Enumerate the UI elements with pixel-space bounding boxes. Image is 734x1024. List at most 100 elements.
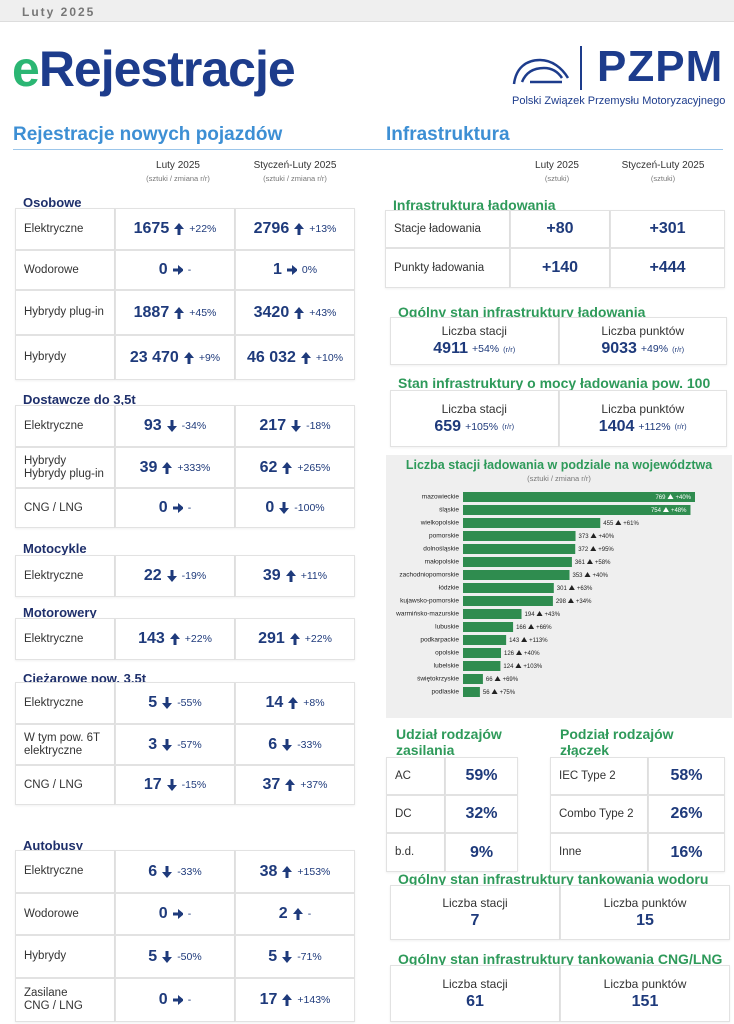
category-label: lubuskie xyxy=(435,624,459,631)
value: 7 xyxy=(470,911,480,929)
change: - xyxy=(307,908,312,920)
trend-arrow-shape xyxy=(169,633,180,645)
value-cell: 5 -71% xyxy=(235,935,355,978)
change: -50% xyxy=(177,950,202,963)
value: 659 xyxy=(434,417,462,435)
change: - xyxy=(187,994,192,1006)
section-title: Dostawcze do 3,5t xyxy=(23,392,136,407)
row-label: Inne xyxy=(550,833,648,872)
trend-arrow xyxy=(285,779,296,791)
top-bar xyxy=(0,0,734,22)
item-label: Liczba punktów xyxy=(601,324,685,338)
bar-value: 373 xyxy=(579,534,590,540)
value: 62 xyxy=(259,458,278,476)
bar-value: 298 xyxy=(556,599,567,605)
value: 0 xyxy=(158,499,168,516)
trend-arrow-shape xyxy=(174,223,185,235)
value-cell: 0- xyxy=(115,250,235,290)
value-cell: 0- xyxy=(115,893,235,935)
bar xyxy=(463,492,695,502)
org-name: Polski Związek Przemysłu Motoryzacyjnego xyxy=(512,95,726,107)
trend-arrow-shape xyxy=(162,865,173,878)
bar-value: 143 xyxy=(509,638,520,644)
item-value-line: 61 xyxy=(466,993,484,1011)
trend-arrow xyxy=(282,950,293,963)
trend-arrow-shape xyxy=(162,738,173,751)
change: - xyxy=(187,502,192,514)
trend-arrow xyxy=(292,908,303,920)
trend-arrow-shape xyxy=(174,306,185,319)
column-unit: (sztuki / zmiana r/r) xyxy=(146,174,210,183)
row-label: b.d. xyxy=(386,833,445,872)
value-cell: 23 470 +9% xyxy=(115,335,235,380)
bar xyxy=(463,531,576,541)
item-value-line: 15 xyxy=(636,912,654,930)
bar-up-triangle xyxy=(667,494,674,499)
value-cell: 59% xyxy=(445,757,518,795)
trend-arrow-shape xyxy=(282,950,293,963)
trend-arrow xyxy=(162,950,173,963)
item-value-line: 7 xyxy=(471,912,480,930)
value: 151 xyxy=(631,992,659,1010)
bar-change: +40% xyxy=(524,651,540,657)
trend-arrow xyxy=(166,420,177,432)
value-cell: 39 +333% xyxy=(115,447,235,488)
change: +9% xyxy=(198,351,221,364)
row-label: W tym pow. 6T elektryczne xyxy=(15,724,115,765)
trend-arrow xyxy=(183,351,194,364)
row-label: Elektryczne xyxy=(15,555,115,597)
value: 93 xyxy=(143,417,162,434)
value-cell: 6 -33% xyxy=(115,850,235,893)
note: (r/r) xyxy=(503,344,516,354)
value: +444 xyxy=(649,259,686,276)
value: 14 xyxy=(265,694,284,711)
trend-arrow xyxy=(282,461,293,474)
value: 22 xyxy=(143,567,162,584)
category-label: pomorskie xyxy=(429,533,459,540)
category-label: małopolskie xyxy=(425,559,460,566)
org-icon xyxy=(512,58,570,85)
trend-arrow-shape xyxy=(282,461,293,474)
bar-change: +40% xyxy=(593,573,609,579)
change: -33% xyxy=(297,738,322,751)
bar-label: 56 +75% xyxy=(483,689,516,696)
bar-up-triangle xyxy=(494,676,501,681)
value-cell: 37 +37% xyxy=(235,765,355,805)
value-cell: 93 -34% xyxy=(115,405,235,447)
infrastructure-title: Infrastruktura xyxy=(386,124,510,145)
hydrogen-item: Liczba punktów 15 xyxy=(560,885,730,940)
value-cell: 6 -33% xyxy=(235,724,355,765)
overall-title: Ogólny stan infrastruktury ładowania xyxy=(398,304,646,320)
change: +265% xyxy=(297,461,331,474)
cng-title: Ogólny stan infrastruktury tankowania CN… xyxy=(398,951,723,967)
category-label: łódzkie xyxy=(439,585,460,592)
bar-up-triangle xyxy=(536,611,543,616)
trend-arrow xyxy=(289,633,300,645)
value-cell: 217 -18% xyxy=(235,405,355,447)
category-label: zachodniopomorskie xyxy=(399,572,459,579)
value: 39 xyxy=(139,458,158,476)
value: 0 xyxy=(158,905,168,922)
row-label: Elektryczne xyxy=(15,682,115,724)
section-title: Motocykle xyxy=(23,541,87,556)
trend-arrow-shape xyxy=(294,306,305,319)
value-cell: 143 +22% xyxy=(115,618,235,660)
trend-arrow xyxy=(172,909,183,919)
value-cell: 22 -19% xyxy=(115,555,235,597)
row-label: Elektryczne xyxy=(15,618,115,660)
row-label: Hybrydy Hybrydy plug-in xyxy=(15,447,115,488)
value: 3 xyxy=(148,735,158,753)
column-unit: (sztuki) xyxy=(544,174,570,183)
bar xyxy=(463,622,514,632)
trend-arrow-shape xyxy=(172,503,183,513)
value: 15 xyxy=(636,911,654,929)
bar-change: +103% xyxy=(523,664,543,670)
bar-value: 66 xyxy=(486,677,493,683)
change: 0% xyxy=(301,264,318,276)
value-cell: 38 +153% xyxy=(235,850,355,893)
bar-value: 455 xyxy=(603,521,614,527)
hydrogen-title: Ogólny stan infrastruktury tankowania wo… xyxy=(398,871,709,887)
value-cell: 58% xyxy=(648,757,725,795)
bar-value: 372 xyxy=(578,547,589,553)
